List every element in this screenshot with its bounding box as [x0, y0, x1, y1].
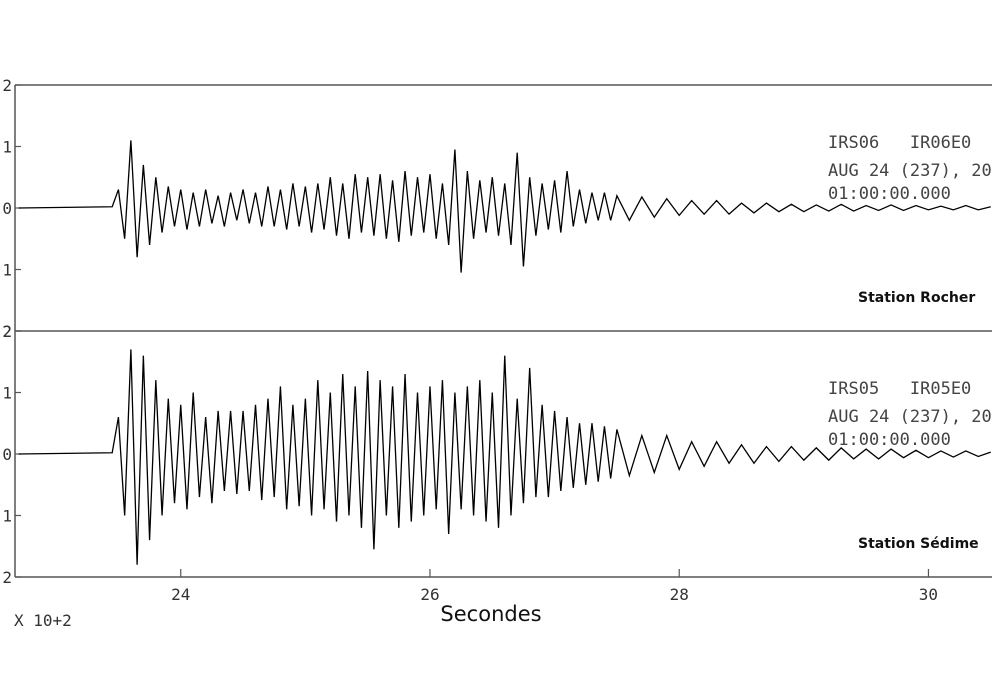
y-tick-label: 1: [2, 384, 12, 403]
y-tick-label: 1: [2, 138, 12, 157]
seismic-trace: [18, 140, 991, 273]
x-tick-label: 30: [919, 585, 938, 604]
seismic-trace: [18, 349, 991, 565]
y-tick-label: 2: [2, 76, 12, 95]
y-tick-label: 0: [2, 445, 12, 464]
trace-header: AUG 24 (237), 20: [828, 407, 992, 427]
y-tick-label: -1: [0, 261, 12, 280]
trace-header: 01:00:00.000: [828, 184, 951, 204]
frame: [14, 84, 992, 578]
x-tick-label: 24: [171, 585, 190, 604]
y-tick-label: 0: [2, 199, 12, 218]
station-label: Station Rocher: [858, 290, 975, 306]
x-tick-label: 26: [420, 585, 439, 604]
x-multiplier: X 10+2: [14, 611, 72, 630]
x-tick-label: 28: [670, 585, 689, 604]
y-tick-label: -2: [0, 568, 12, 587]
x-axis-label: Secondes: [440, 602, 541, 626]
trace-header: 01:00:00.000: [828, 430, 951, 450]
y-tick-label: 2: [2, 322, 12, 341]
trace-header: IRS05 IR05E0: [828, 379, 971, 399]
y-tick-label: -1: [0, 507, 12, 526]
y-tick-label: -2: [0, 322, 12, 341]
station-label: Station Sédime: [858, 536, 979, 552]
trace-header: AUG 24 (237), 20: [828, 161, 992, 181]
trace-header: IRS06 IR06E0: [828, 133, 971, 153]
